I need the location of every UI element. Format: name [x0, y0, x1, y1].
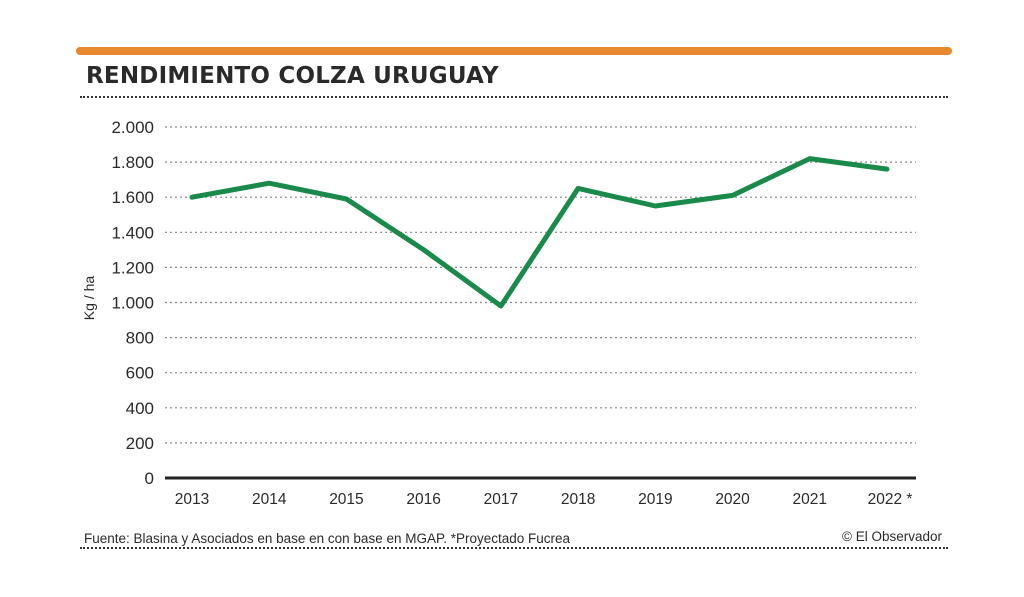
y-tick-labels: 0 200 400 600 800 1.000 1.200 1.400 1.600 1.800 2.…	[111, 118, 154, 488]
gridlines	[165, 126, 916, 444]
y-tick-label: 400	[126, 399, 154, 418]
x-tick-label: 2015	[329, 491, 363, 508]
footer-divider	[80, 547, 948, 549]
x-tick-label: 2018	[561, 491, 595, 508]
y-tick-label: 800	[126, 329, 154, 348]
y-tick-label: 200	[126, 434, 154, 453]
x-tick-label: 2022 *	[868, 491, 913, 508]
x-tick-label: 2014	[252, 491, 287, 508]
title-divider	[80, 96, 948, 98]
publisher-credit: © El Observador	[842, 529, 942, 544]
y-axis-label: Kg / ha	[81, 276, 97, 321]
accent-bar	[76, 47, 952, 55]
x-tick-label: 2013	[175, 491, 209, 508]
y-tick-label: 0	[145, 469, 154, 488]
y-tick-label: 1.800	[111, 153, 154, 172]
y-tick-label: 600	[126, 364, 154, 383]
source-note: Fuente: Blasina y Asociados en base en c…	[84, 531, 571, 546]
x-tick-label: 2019	[638, 491, 672, 508]
y-tick-label: 1.000	[111, 294, 154, 313]
chart-title: RENDIMIENTO COLZA URUGUAY	[86, 63, 499, 89]
y-tick-label: 2.000	[111, 118, 154, 137]
y-tick-label: 1.400	[111, 223, 154, 242]
x-tick-label: 2016	[406, 491, 440, 508]
x-tick-label: 2021	[793, 491, 827, 508]
x-tick-labels: 2013 2014 2015 2016 2017 2018 2019 2020 2021 2022…	[175, 491, 913, 508]
series-line-rendimiento	[189, 156, 890, 309]
x-tick-label: 2020	[715, 491, 750, 508]
y-tick-label: 1.200	[111, 258, 154, 277]
y-tick-label: 1.600	[111, 188, 154, 207]
x-tick-label: 2017	[484, 491, 518, 508]
